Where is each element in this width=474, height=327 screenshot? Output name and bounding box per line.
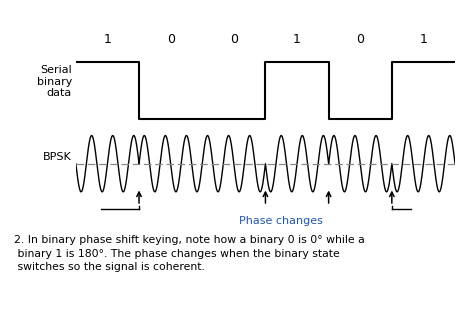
Text: 0: 0 [167, 33, 174, 46]
Text: 1: 1 [103, 33, 111, 46]
Text: Serial
binary
data: Serial binary data [36, 65, 72, 98]
Text: 1: 1 [419, 33, 428, 46]
Text: 1: 1 [293, 33, 301, 46]
Text: 2. In binary phase shift keying, note how a binary 0 is 0° while a
 binary 1 is : 2. In binary phase shift keying, note ho… [14, 235, 365, 272]
Text: 0: 0 [356, 33, 364, 46]
Text: BPSK: BPSK [43, 152, 72, 162]
Text: Phase changes: Phase changes [239, 216, 323, 226]
Text: 0: 0 [230, 33, 238, 46]
